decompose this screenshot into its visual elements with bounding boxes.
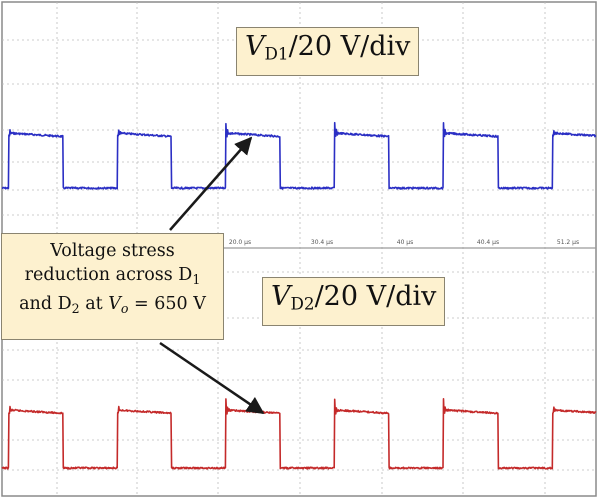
annotation-line-2: reduction across D1: [8, 263, 217, 292]
annotation-line-3-c: = 650 V: [128, 293, 206, 314]
voltage-stress-annotation: Voltage stress reduction across D1 and D…: [1, 233, 224, 340]
waveform-traces: [1, 121, 597, 470]
time-tick-label: 51.2 µs: [557, 239, 579, 246]
annotation-line-1: Voltage stress: [50, 241, 175, 261]
vd1-subscript: D1: [264, 43, 289, 64]
annotation-line-3-sub: 2: [71, 300, 80, 316]
annotation-line-3-a: and D: [19, 293, 72, 314]
vd2-subscript: D2: [290, 293, 315, 314]
arrow-to-vd2: [159, 341, 265, 415]
time-tick-label: 20.0 µs: [229, 239, 251, 246]
vd1-scale-label: VD1/20 V/div: [236, 27, 420, 76]
arrow-to-vd1: [169, 136, 253, 231]
annotation-line-3-b: at: [79, 293, 109, 314]
vd1-symbol: V: [245, 31, 265, 62]
annotation-line-3: and D2 at Vo = 650 V: [8, 292, 217, 321]
vd2-scale-label: VD2/20 V/div: [262, 277, 446, 326]
vd2-scale: /20 V/div: [314, 281, 437, 312]
annotation-line-2-text: reduction across D: [24, 265, 193, 285]
time-tick-label: 40 µs: [397, 239, 414, 246]
annotation-line-3-var-sub: o: [120, 300, 129, 316]
trace-vd1: [1, 121, 597, 190]
annotation-line-3-var: V: [108, 293, 121, 314]
annotation-arrows: [159, 136, 265, 415]
time-tick-labels: 20.0 µs 30.4 µs 40 µs 40.4 µs 51.2 µs: [229, 239, 579, 246]
vd1-scale: /20 V/div: [288, 31, 411, 62]
time-tick-label: 30.4 µs: [311, 239, 333, 246]
time-tick-label: 40.4 µs: [477, 239, 499, 246]
trace-vd2: [1, 397, 597, 470]
annotation-line-2-sub: 1: [192, 271, 201, 287]
vd2-symbol: V: [271, 281, 291, 312]
